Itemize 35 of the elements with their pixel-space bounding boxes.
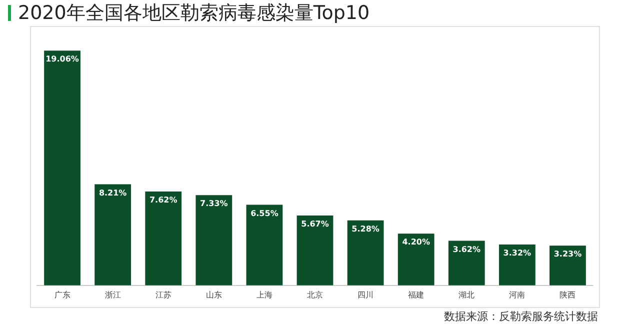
bar (498, 244, 536, 286)
chart-title: 2020年全国各地区勒索病毒感染量Top10 (18, 1, 370, 26)
x-tick-label: 福建 (408, 290, 424, 300)
data-label: 5.67% (301, 220, 329, 229)
bar (94, 184, 132, 286)
x-tick-label: 陕西 (560, 290, 576, 300)
bar (550, 246, 586, 286)
x-tick-label: 湖北 (458, 290, 475, 300)
x-tick-label: 上海 (256, 290, 272, 300)
data-label: 3.23% (554, 250, 582, 259)
bar (296, 216, 334, 286)
x-tick-label: 山东 (206, 290, 222, 300)
data-label: 5.28% (352, 224, 380, 234)
bar (398, 234, 434, 286)
bar (448, 240, 485, 286)
x-tick-label: 浙江 (104, 290, 121, 300)
bar (145, 192, 182, 286)
data-label: 8.21% (98, 188, 127, 198)
data-label: 3.62% (452, 244, 481, 254)
data-label: 3.32% (503, 248, 532, 258)
x-tick-label: 江苏 (155, 290, 172, 300)
x-tick-label: 四川 (358, 290, 374, 300)
bar (246, 204, 283, 286)
bar (196, 195, 232, 286)
bar (347, 220, 384, 286)
x-tick-label: 北京 (307, 290, 323, 300)
data-label: 6.55% (250, 208, 278, 218)
bar (44, 50, 80, 286)
data-label: 7.62% (149, 196, 178, 205)
data-label: 7.33% (200, 199, 228, 208)
x-tick-label: 广东 (54, 290, 70, 300)
source-note: 数据来源：反勒索服务统计数据 (444, 309, 598, 324)
data-label: 4.20% (402, 238, 430, 247)
data-label: 19.06% (46, 54, 79, 64)
x-tick-label: 河南 (509, 290, 526, 300)
